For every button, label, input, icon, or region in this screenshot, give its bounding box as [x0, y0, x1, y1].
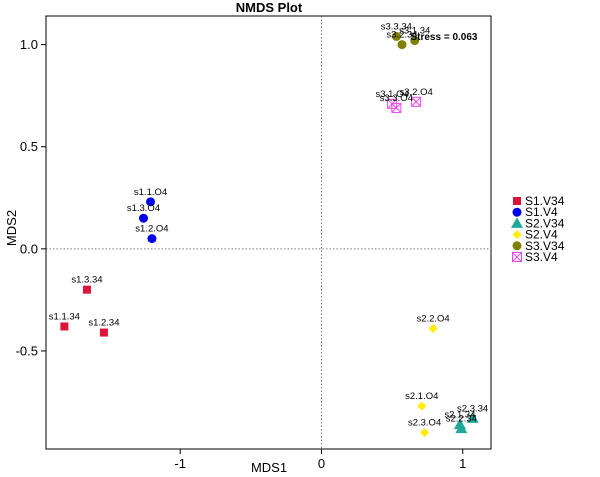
- legend-label: S3.V34: [525, 239, 565, 253]
- data-point-s3-v34: [397, 40, 407, 50]
- x-tick-label: -1: [174, 456, 186, 471]
- data-point-label: s3.1.O4: [375, 89, 408, 100]
- data-point-s2-v4: [420, 428, 430, 438]
- y-tick-label: 0.5: [20, 139, 38, 154]
- data-point-s1-v4: [147, 234, 157, 244]
- legend-label: S2.V34: [525, 216, 565, 230]
- data-point-label: s2.3.34: [457, 403, 488, 414]
- data-point-label: s2.2.O4: [416, 313, 449, 324]
- legend-label: S2.V4: [525, 228, 558, 242]
- data-point-label: s3.2.O4: [399, 87, 432, 98]
- data-point-s2-v34: [466, 412, 479, 423]
- data-point-label: s3.3.34: [381, 21, 412, 32]
- data-point-s1-v4: [138, 213, 148, 223]
- legend-label: S3.V4: [525, 250, 558, 264]
- stress-annotation: Stress = 0.063: [410, 32, 477, 43]
- legend-marker: [512, 207, 522, 217]
- data-point-label: s1.1.34: [49, 311, 80, 322]
- legend-marker: [512, 230, 522, 240]
- data-point-s3-v34: [410, 36, 420, 46]
- x-axis-label: MDS1: [251, 460, 287, 475]
- data-point-s1-v34: [60, 322, 69, 331]
- x-tick-label: 1: [459, 456, 466, 471]
- legend-marker: [513, 197, 521, 205]
- data-point-s2-v4: [417, 401, 427, 411]
- legend-marker: [512, 241, 522, 251]
- y-tick-label: -0.5: [16, 343, 38, 358]
- data-point-label: s1.3.34: [71, 275, 102, 286]
- y-tick-label: 0.0: [20, 241, 38, 256]
- data-point-label: s2.3.O4: [408, 418, 441, 429]
- plot-frame: [45, 15, 492, 450]
- data-point-s1-v34: [99, 328, 108, 337]
- legend-marker: [511, 217, 523, 228]
- data-point-s1-v34: [82, 285, 91, 294]
- data-point-label: s2.2.34: [446, 414, 477, 425]
- data-point-label: s3.2.34: [386, 30, 417, 41]
- plot-area: -1 0 1 -0.5 0.0 0.5 1.0 s1.3.34 s1.1.34 s1.2.34 s1…: [16, 15, 492, 471]
- data-point-label: s1.1.O4: [134, 187, 167, 198]
- y-tick-label: 1.0: [20, 37, 38, 52]
- data-point-label: s2.1.34: [444, 409, 475, 420]
- data-point-s1-v4: [146, 197, 156, 207]
- legend-marker: [512, 252, 522, 262]
- data-point-label: s2.1.O4: [405, 391, 438, 402]
- data-point-s2-v34: [455, 422, 468, 434]
- chart-title: NMDS Plot: [236, 0, 303, 15]
- data-point-label: s1.3.O4: [127, 203, 160, 214]
- legend-label: S1.V34: [525, 194, 565, 208]
- data-point-s3-v4: [391, 102, 402, 113]
- data-point-label: s3.1.34: [399, 26, 430, 37]
- data-point-s3-v4: [411, 96, 422, 107]
- x-tick-label: 0: [318, 456, 325, 471]
- data-point-label: s1.2.34: [88, 318, 119, 329]
- y-axis-label: MDS2: [4, 210, 19, 246]
- data-point-s2-v4: [428, 323, 438, 333]
- legend-label: S1.V4: [525, 205, 558, 219]
- data-point-label: s1.2.O4: [135, 224, 168, 235]
- data-point-s3-v34: [391, 31, 401, 41]
- data-point-label: s3.3.O4: [380, 93, 413, 104]
